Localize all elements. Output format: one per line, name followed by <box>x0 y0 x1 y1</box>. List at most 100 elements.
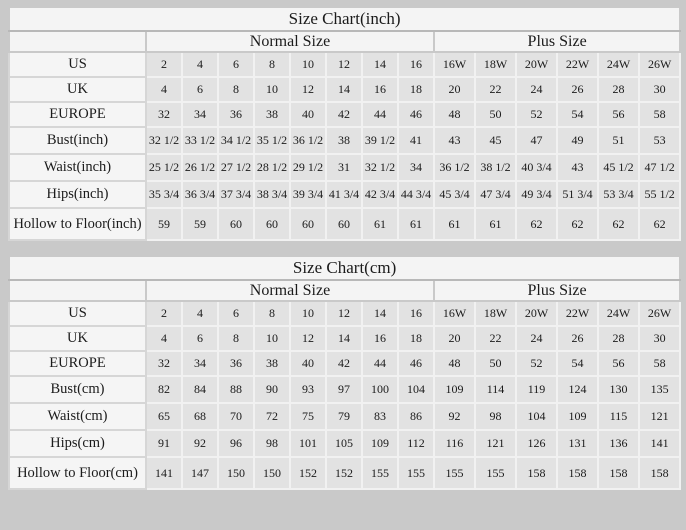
value-cell: 18 <box>397 76 435 103</box>
value-cell: 43 <box>556 153 599 182</box>
value-cell: 62 <box>515 207 558 241</box>
row-label: Waist(inch) <box>8 153 147 182</box>
value-cell: 121 <box>474 429 517 458</box>
value-cell: 126 <box>515 429 558 458</box>
value-cell: 130 <box>597 375 640 404</box>
value-cell: 12 <box>325 300 363 327</box>
value-cell: 34 <box>397 153 435 182</box>
table-row: Hips(cm) 91 92 96 98 101 105 109 112 116 121 126 131… <box>8 429 682 458</box>
value-cell: 51 3/4 <box>556 180 599 209</box>
value-cell: 26W <box>637 300 682 327</box>
value-cell: 8 <box>253 51 291 78</box>
value-cell: 26W <box>637 51 682 78</box>
value-cell: 40 3/4 <box>515 153 558 182</box>
value-cell: 29 1/2 <box>289 153 327 182</box>
value-cell: 46 <box>397 101 435 128</box>
value-cell: 60 <box>289 207 327 241</box>
value-cell: 12 <box>289 76 327 103</box>
value-cell: 6 <box>181 76 219 103</box>
value-cell: 53 <box>637 126 682 155</box>
value-cell: 26 <box>556 325 599 352</box>
value-cell: 88 <box>217 375 255 404</box>
value-cell: 150 <box>217 456 255 490</box>
value-cell: 12 <box>289 325 327 352</box>
value-cell: 36 <box>217 350 255 377</box>
size-chart-inch-table: Size Chart(inch) Normal Size Plus Size US 2 4… <box>7 6 682 241</box>
value-cell: 152 <box>325 456 363 490</box>
value-cell: 75 <box>289 402 327 431</box>
value-cell: 100 <box>361 375 399 404</box>
value-cell: 91 <box>145 429 183 458</box>
value-cell: 18 <box>397 325 435 352</box>
value-cell: 61 <box>361 207 399 241</box>
value-cell: 10 <box>289 300 327 327</box>
value-cell: 16W <box>433 300 476 327</box>
value-cell: 109 <box>361 429 399 458</box>
value-cell: 39 1/2 <box>361 126 399 155</box>
value-cell: 26 1/2 <box>181 153 219 182</box>
value-cell: 54 <box>556 101 599 128</box>
table-row: Waist(inch) 25 1/2 26 1/2 27 1/2 28 1/2 29 1/… <box>8 153 682 182</box>
value-cell: 47 1/2 <box>637 153 682 182</box>
value-cell: 98 <box>253 429 291 458</box>
value-cell: 49 3/4 <box>515 180 558 209</box>
row-label: Bust(inch) <box>8 126 147 155</box>
value-cell: 12 <box>325 51 363 78</box>
value-cell: 42 <box>325 101 363 128</box>
table-row: Bust(cm) 82 84 88 90 93 97 100 104 109 114 119 124 13… <box>8 375 682 404</box>
value-cell: 4 <box>181 51 219 78</box>
row-label: EUROPE <box>8 101 147 128</box>
value-cell: 10 <box>253 76 291 103</box>
value-cell: 8 <box>217 76 255 103</box>
group-header-plus-size: Plus Size <box>432 30 682 53</box>
row-label: Hollow to Floor(cm) <box>8 456 147 490</box>
value-cell: 55 1/2 <box>637 180 682 209</box>
value-cell: 58 <box>637 101 682 128</box>
value-cell: 124 <box>556 375 599 404</box>
value-cell: 26 <box>556 76 599 103</box>
value-cell: 42 3/4 <box>361 180 399 209</box>
value-cell: 2 <box>145 51 183 78</box>
table-title: Size Chart(cm) <box>7 255 682 281</box>
value-cell: 36 <box>217 101 255 128</box>
value-cell: 36 3/4 <box>181 180 219 209</box>
value-cell: 101 <box>289 429 327 458</box>
value-cell: 48 <box>433 101 476 128</box>
value-cell: 38 <box>253 101 291 128</box>
value-cell: 16 <box>397 51 435 78</box>
table-row: US 2 4 6 8 10 12 14 16 16W 18W 20W 22W 24W 26W <box>8 300 682 327</box>
value-cell: 43 <box>433 126 476 155</box>
value-cell: 14 <box>361 300 399 327</box>
value-cell: 22W <box>556 300 599 327</box>
value-cell: 32 <box>145 101 183 128</box>
value-cell: 86 <box>397 402 435 431</box>
row-label: Hips(cm) <box>8 429 147 458</box>
value-cell: 6 <box>217 51 255 78</box>
value-cell: 32 1/2 <box>361 153 399 182</box>
value-cell: 109 <box>433 375 476 404</box>
value-cell: 28 1/2 <box>253 153 291 182</box>
size-chart-cm-table: Size Chart(cm) Normal Size Plus Size US 2 4 6 8… <box>7 255 682 490</box>
value-cell: 152 <box>289 456 327 490</box>
page-background: Size Chart(inch) Normal Size Plus Size US 2 4… <box>7 6 682 490</box>
value-cell: 47 <box>515 126 558 155</box>
value-cell: 46 <box>397 350 435 377</box>
value-cell: 20W <box>515 51 558 78</box>
value-cell: 44 <box>361 101 399 128</box>
table-row: Bust(inch) 32 1/2 33 1/2 34 1/2 35 1/2 36 1/2… <box>8 126 682 155</box>
value-cell: 53 3/4 <box>597 180 640 209</box>
table-row: Hollow to Floor(inch) 59 59 60 60 60 60 61 61 61 6… <box>8 207 682 241</box>
value-cell: 62 <box>556 207 599 241</box>
value-cell: 10 <box>253 325 291 352</box>
value-cell: 135 <box>637 375 682 404</box>
value-cell: 62 <box>597 207 640 241</box>
value-cell: 4 <box>181 300 219 327</box>
value-cell: 22 <box>474 325 517 352</box>
value-cell: 28 <box>597 325 640 352</box>
value-cell: 10 <box>289 51 327 78</box>
value-cell: 25 1/2 <box>145 153 183 182</box>
value-cell: 45 <box>474 126 517 155</box>
value-cell: 158 <box>515 456 558 490</box>
value-cell: 24W <box>597 51 640 78</box>
row-label: Bust(cm) <box>8 375 147 404</box>
